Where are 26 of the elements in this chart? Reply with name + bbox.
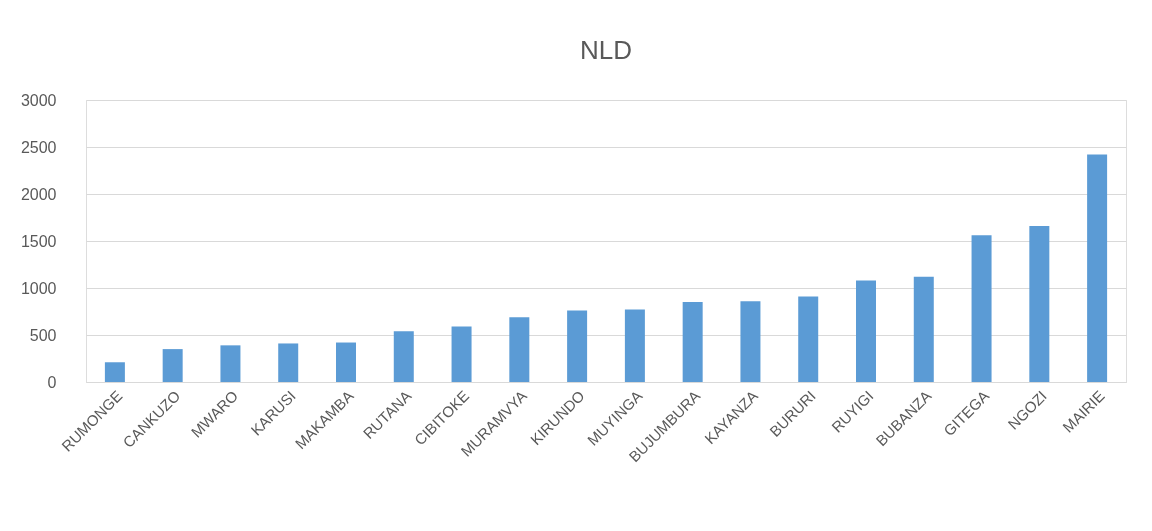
y-tick-label: 1000 — [20, 279, 57, 297]
y-tick-label: 1500 — [20, 232, 57, 250]
bar — [624, 309, 645, 382]
bar — [278, 343, 299, 382]
bar — [1029, 225, 1050, 382]
bar — [393, 331, 414, 382]
chart-title: NLD — [579, 35, 633, 65]
bar — [336, 342, 356, 382]
bar — [220, 345, 241, 382]
bar — [682, 302, 703, 382]
bar — [509, 317, 530, 382]
bar — [971, 235, 992, 382]
y-tick-label: 2000 — [20, 185, 57, 203]
y-tick-label: 500 — [29, 326, 57, 344]
bar — [798, 296, 819, 382]
bar — [1087, 154, 1108, 382]
bar — [162, 349, 183, 382]
bar — [567, 310, 588, 382]
bar — [913, 276, 934, 382]
bar — [104, 362, 125, 382]
y-tick-label: 2500 — [20, 138, 57, 156]
bar — [856, 280, 876, 382]
y-tick-label: 0 — [47, 373, 57, 391]
bar — [740, 301, 761, 382]
y-tick-label: 3000 — [20, 91, 57, 109]
bar — [451, 326, 472, 382]
